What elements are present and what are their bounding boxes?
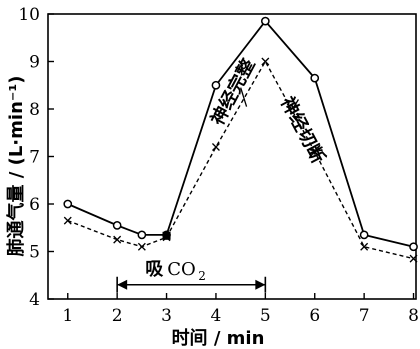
- point-intact: [260, 16, 270, 26]
- point-cut: [360, 242, 369, 251]
- point-intact: [112, 221, 122, 230]
- point-intact: [310, 73, 320, 83]
- point-intact: [409, 242, 418, 252]
- series-layer: [63, 16, 418, 263]
- label-cut: 神经切断: [276, 93, 329, 167]
- x-tick-label: 4: [211, 306, 222, 326]
- x-axis-title: 时间 / min: [172, 328, 265, 349]
- point-cut: [137, 242, 146, 251]
- point-cut: [63, 216, 72, 225]
- leader-intact: [240, 87, 248, 107]
- x-tick-label: 3: [161, 306, 172, 326]
- y-axis-title: 肺通气量 / (L·min⁻¹): [5, 76, 27, 257]
- series-intact-line: [67, 19, 414, 248]
- point-intact: [211, 80, 221, 90]
- junction-marker: [162, 231, 171, 240]
- point-intact: [359, 230, 369, 240]
- y-tick-label: 6: [29, 195, 40, 215]
- x-tick-label: 8: [408, 306, 419, 326]
- y-tick-label: 7: [29, 148, 40, 168]
- y-tick-label: 4: [29, 290, 40, 310]
- y-tick-label: 8: [29, 100, 40, 120]
- co2-label-sub: 2: [198, 269, 206, 283]
- point-cut: [113, 235, 122, 244]
- point-cut: [310, 147, 319, 156]
- point-cut: [409, 254, 418, 263]
- x-tick-label: 6: [309, 306, 320, 326]
- y-tick-label: 5: [29, 243, 40, 263]
- plot-frame: [47, 13, 417, 300]
- y-tick-label: 10: [18, 5, 40, 25]
- y-tick-label: 9: [29, 53, 40, 73]
- co2-label-prefix: 吸: [145, 259, 164, 280]
- point-intact: [63, 199, 73, 209]
- x-tick-label: 1: [62, 306, 73, 326]
- point-cut: [261, 57, 270, 66]
- tick-layer: 1 2 3 4 5 6 7 8 4 5 6 7 8 9 10: [18, 5, 419, 326]
- leader-cut: [291, 99, 299, 110]
- point-intact: [137, 230, 147, 240]
- axes-frame: [47, 13, 417, 300]
- co2-arrow-right: [255, 279, 266, 290]
- co2-arrow-left: [117, 279, 128, 290]
- x-tick-label: 5: [260, 306, 271, 326]
- x-tick-label: 2: [112, 306, 123, 326]
- point-cut: [211, 143, 220, 151]
- co2-label-main: CO: [167, 259, 196, 280]
- x-tick-label: 7: [359, 306, 370, 326]
